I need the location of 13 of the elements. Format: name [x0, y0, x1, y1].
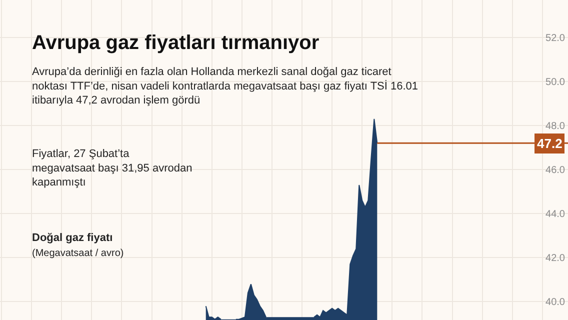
y-tick-label: 46.0: [546, 165, 566, 176]
text: Avrupa’da derinliği en fazla olan Hollanda merkezli sanal doğal gaz ticaret noktası TTF’de, nisan vadeli kontratlarda megavatsaat başı gaz fiyatı TSİ 16.01 itibarıyla 47,2 avrodan işlem gördü: [32, 66, 418, 107]
y-tick-label: 42.0: [546, 253, 566, 264]
annotation: Fiyatlar, 27 Şubat’ta megavatsaat başı 31,95 avrodan kapanmıştı: [32, 148, 192, 189]
text: Avrupa gaz fiyatları tırmanıyor: [32, 32, 320, 54]
annotation: (Megavatsaat / avro): [32, 248, 124, 259]
ref-line-label: 47.2: [537, 136, 562, 151]
y-tick-label: 40.0: [546, 297, 566, 308]
y-tick-label: 44.0: [546, 209, 566, 220]
y-tick-label: 50.0: [546, 76, 566, 88]
annotation: Doğal gaz fiyatı: [32, 232, 113, 244]
y-tick-label: 48.0: [546, 121, 566, 132]
y-tick-label: 52.0: [546, 32, 566, 44]
